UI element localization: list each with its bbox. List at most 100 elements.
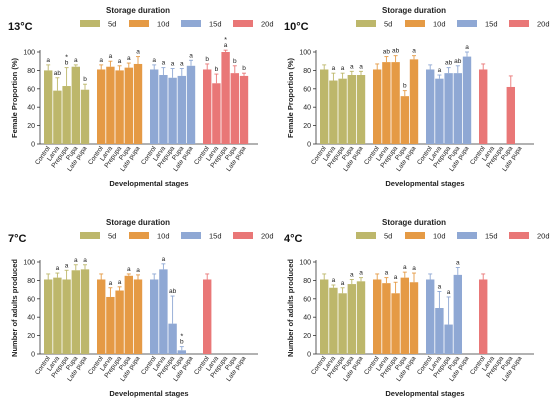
bar [320, 69, 329, 144]
bar [97, 279, 106, 354]
bar [338, 78, 347, 144]
significance-label: a [359, 63, 363, 70]
y-tick-label: 80 [303, 278, 311, 285]
legend-swatch [233, 20, 253, 27]
significance-label: a [162, 60, 166, 67]
legend-swatch [457, 232, 477, 239]
y-axis-title: Number of adults produced [286, 259, 295, 357]
bar [453, 274, 462, 354]
bar [159, 75, 168, 144]
chart-panel-2: Storage duration 5d 10d 15d 20d 7°C 0 20 40 60 80 1… [8, 218, 274, 398]
bar [462, 56, 472, 144]
significance-label: a [224, 42, 228, 49]
bar [150, 279, 159, 354]
bar [53, 90, 62, 144]
y-tick-label: 0 [31, 352, 35, 359]
bar [400, 277, 409, 354]
significance-label: b [233, 58, 237, 65]
bar [391, 293, 400, 354]
significance-label: a [394, 274, 398, 281]
significance-label: a [56, 265, 60, 272]
bar [80, 89, 90, 144]
series-20d [479, 273, 488, 354]
legend-label: 10d [157, 20, 170, 29]
x-axis-title: Developmental stages [385, 389, 464, 398]
y-tick-label: 40 [27, 105, 35, 112]
significance-label: a [465, 44, 469, 51]
bar [97, 69, 106, 144]
significance-label: a [438, 67, 442, 74]
y-axis-title: Female Proportion (%) [10, 57, 19, 138]
bar [479, 279, 488, 354]
significance-label: a [456, 260, 460, 267]
bar [435, 78, 444, 144]
panel-label: 13°C [8, 21, 33, 33]
bar [62, 279, 71, 354]
legend-label: 20d [261, 232, 274, 241]
bar [115, 70, 124, 144]
significance-asterisk: * [65, 53, 68, 62]
significance-label: a [152, 57, 156, 64]
legend-label: 20d [537, 20, 550, 29]
significance-label: b [205, 56, 209, 63]
bar [203, 69, 212, 144]
significance-label: a [109, 280, 113, 287]
x-axis-title: Developmental stages [109, 389, 188, 398]
bar [221, 52, 230, 144]
significance-label: b [83, 76, 87, 83]
bar [44, 70, 53, 144]
bar [444, 73, 453, 144]
significance-label: a [412, 265, 416, 272]
series-10d: aaa aa [97, 49, 143, 144]
y-tick-label: 80 [27, 278, 35, 285]
y-tick-label: 40 [303, 105, 311, 112]
bar [444, 324, 453, 354]
bar [479, 69, 488, 144]
bar [409, 59, 419, 144]
significance-label: b [215, 66, 219, 73]
chart-panel-3: Storage duration 5d 10d 15d 20d 4°C 0 20 40 60 80 1… [284, 218, 550, 398]
significance-label: a [350, 271, 354, 278]
significance-label: a [127, 55, 131, 62]
legend-swatch [233, 232, 253, 239]
significance-label: a [136, 49, 140, 56]
legend-swatch [405, 232, 425, 239]
bar [115, 290, 124, 354]
significance-label: a [74, 57, 78, 64]
significance-label: a [180, 61, 184, 68]
bar [329, 80, 338, 144]
legend-label: 10d [433, 20, 446, 29]
legend-swatch [80, 232, 100, 239]
legend-label: 20d [537, 232, 550, 241]
y-tick-label: 20 [27, 123, 35, 130]
y-tick-label: 40 [303, 315, 311, 322]
significance-label: a [341, 280, 345, 287]
bar [106, 66, 115, 144]
bar [435, 308, 444, 354]
significance-label: ab [445, 60, 453, 67]
bar [347, 75, 356, 144]
legend-title: Storage duration [106, 6, 170, 15]
y-tick-label: 60 [303, 296, 311, 303]
legend-swatch [181, 20, 201, 27]
bar [71, 66, 80, 144]
significance-asterisk: * [224, 35, 227, 44]
significance-label: a [136, 267, 140, 274]
bar [391, 62, 400, 145]
panel-label: 10°C [284, 21, 309, 33]
y-tick-label: 0 [307, 142, 311, 149]
legend-swatch [457, 20, 477, 27]
significance-label: a [189, 52, 193, 59]
significance-label: b [180, 339, 184, 346]
y-tick-label: 100 [299, 50, 311, 57]
bar [106, 296, 115, 354]
significance-label: a [118, 279, 122, 286]
significance-label: a [109, 53, 113, 60]
significance-label: ab [392, 48, 400, 55]
panel-label: 7°C [8, 233, 27, 245]
significance-label: a [403, 264, 407, 271]
legend-label: 15d [209, 232, 222, 241]
significance-label: a [350, 63, 354, 70]
